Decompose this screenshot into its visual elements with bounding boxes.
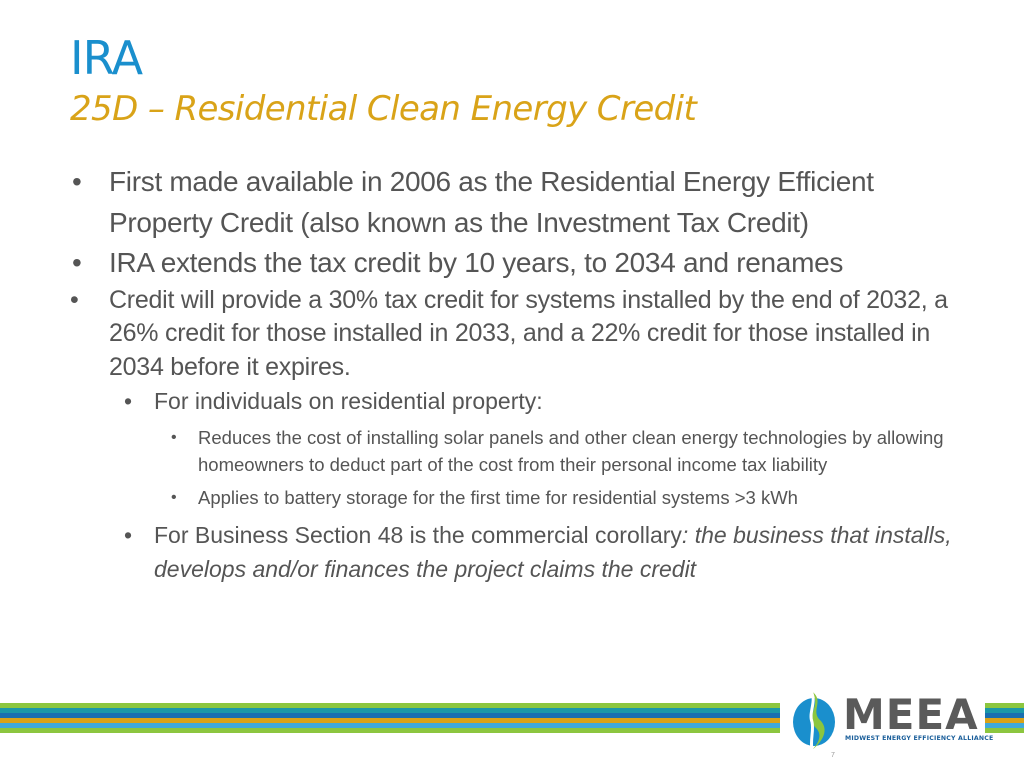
bullet-business-text: For Business Section 48 is the commercia… xyxy=(154,522,682,548)
bullet-extension-text: IRA extends the tax credit by 10 years, … xyxy=(109,247,844,278)
stripe-green-top-right xyxy=(985,703,1024,708)
stripe-lightblue-right xyxy=(985,723,1024,728)
bullet-list: • First made available in 2006 as the Re… xyxy=(70,162,970,586)
stripe-green-bottom-right xyxy=(985,728,1024,733)
page-number: 7 xyxy=(831,752,835,759)
stripe-gold-right xyxy=(985,718,1024,723)
bullet-dot: • xyxy=(70,285,79,314)
stripe-teal-right xyxy=(985,708,1024,713)
bullet-dot: • xyxy=(124,388,133,414)
bullet-individuals: • For individuals on residential propert… xyxy=(70,385,970,418)
stripe-blue xyxy=(0,713,780,718)
stripe-lightblue xyxy=(0,723,780,728)
bullet-cost-reduction: • Reduces the cost of installing solar p… xyxy=(70,424,958,478)
bullet-business-emphasis: : the business that installs, develops a… xyxy=(154,522,952,582)
bullet-credit-rates: • Credit will provide a 30% tax credit f… xyxy=(70,284,970,385)
stripe-green-top xyxy=(0,703,780,708)
footer-stripes xyxy=(0,703,1024,733)
bullet-business: • For Business Section 48 is the commerc… xyxy=(70,519,970,586)
bullet-cost-reduction-text: Reduces the cost of installing solar pan… xyxy=(198,427,944,475)
bullet-dot: • xyxy=(72,166,82,197)
bullet-extension: • IRA extends the tax credit by 10 years… xyxy=(70,243,970,284)
meea-logo-icon xyxy=(793,689,835,751)
logo-tagline: MIDWEST ENERGY EFFICIENCY ALLIANCE xyxy=(845,735,994,742)
stripe-teal xyxy=(0,708,780,713)
bullet-individuals-text: For individuals on residential property: xyxy=(154,388,543,414)
bullet-dot: • xyxy=(171,489,177,506)
stripe-green-bottom xyxy=(0,728,780,733)
bullet-battery-storage: • Applies to battery storage for the fir… xyxy=(70,484,958,511)
bullet-dot: • xyxy=(72,247,82,278)
stripe-blue-right xyxy=(985,713,1024,718)
stripe-gold xyxy=(0,718,780,723)
slide-subtitle: 25D – Residential Clean Energy Credit xyxy=(70,89,697,129)
bullet-history-text: First made available in 2006 as the Resi… xyxy=(109,166,874,238)
bullet-dot: • xyxy=(124,522,133,548)
logo-name: MEEA xyxy=(843,690,979,739)
bullet-dot: • xyxy=(171,429,177,446)
bullet-battery-storage-text: Applies to battery storage for the first… xyxy=(198,487,798,508)
bullet-history: • First made available in 2006 as the Re… xyxy=(70,162,970,243)
slide-title: IRA xyxy=(70,31,143,85)
bullet-credit-rates-text: Credit will provide a 30% tax credit for… xyxy=(109,285,948,381)
